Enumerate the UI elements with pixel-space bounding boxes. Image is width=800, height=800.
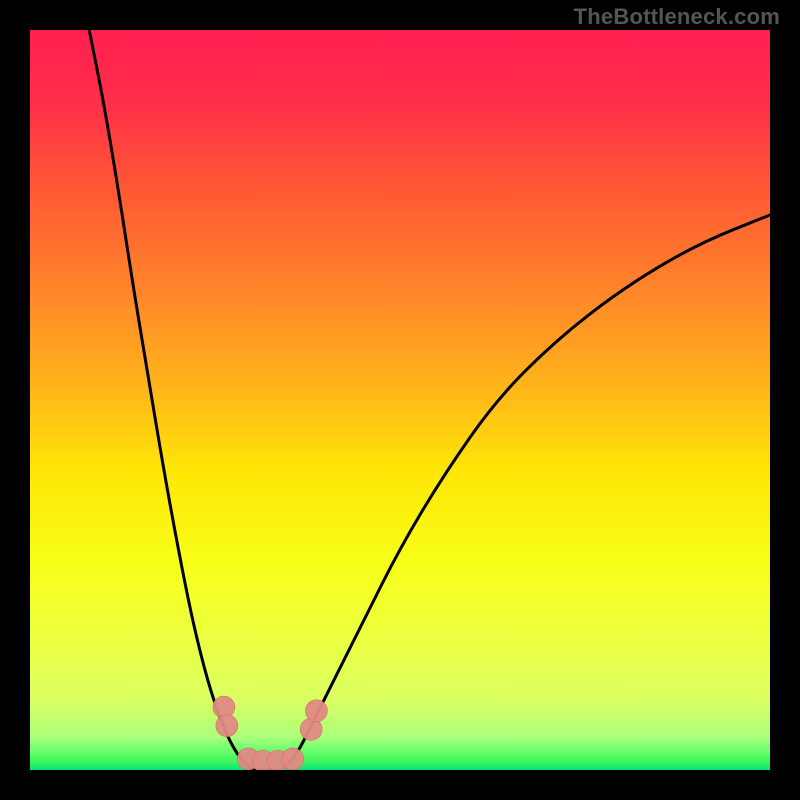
- mask-left: [0, 0, 30, 800]
- green-bottom-band: [30, 740, 770, 770]
- watermark-text: TheBottleneck.com: [574, 4, 780, 30]
- valley-marker: [216, 715, 238, 737]
- mask-right: [770, 0, 800, 800]
- mask-bottom: [0, 770, 800, 800]
- valley-marker: [282, 748, 304, 770]
- valley-marker: [305, 700, 327, 722]
- plot-background-gradient: [30, 30, 770, 770]
